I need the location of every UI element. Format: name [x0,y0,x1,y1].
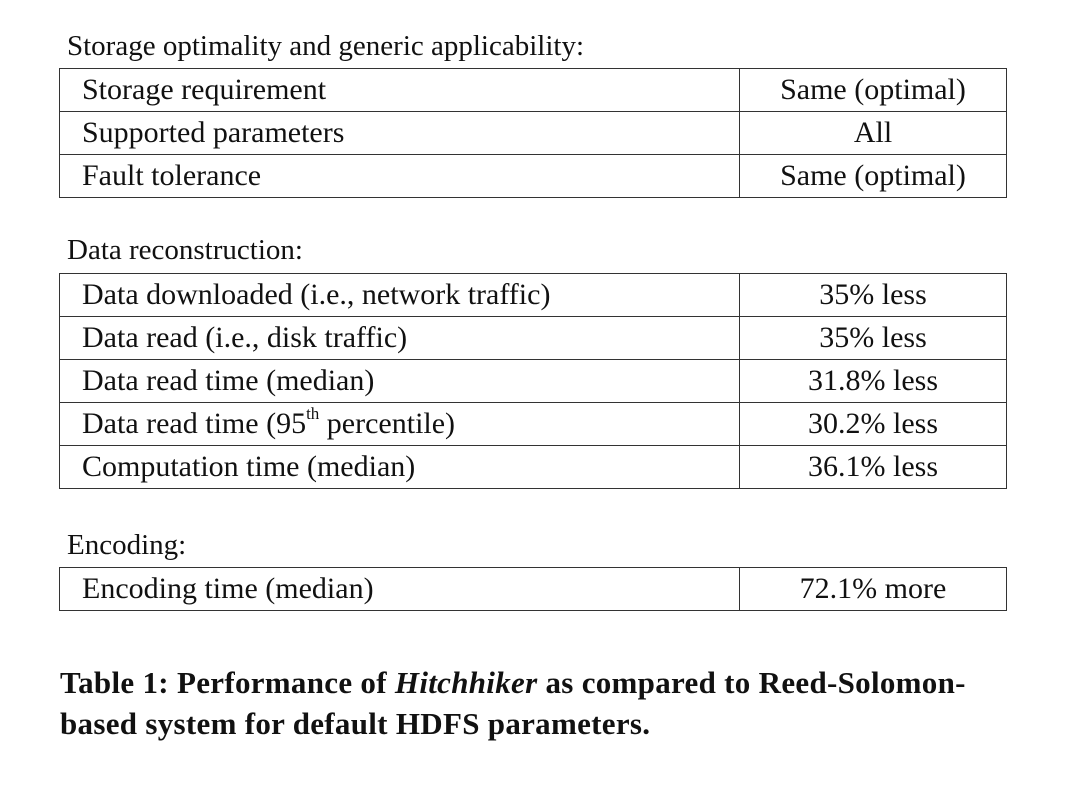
value-cell: Same (optimal) [739,154,1007,198]
metric-suffix: percentile) [319,407,456,440]
metric-cell: Fault tolerance [59,154,740,198]
table-row: Supported parameters All [59,111,1007,155]
caption-prefix: Table 1: Performance of [60,665,395,700]
section-title-storage: Storage optimality and generic applicabi… [67,30,585,62]
value-cell: All [739,111,1007,155]
table-row: Fault tolerance Same (optimal) [59,154,1007,198]
caption-emphasis: Hitchhiker [394,665,538,700]
table-row: Data read time (95th percentile) 30.2% le… [59,402,1007,446]
value-cell: 35% less [739,316,1007,360]
value-cell: 36.1% less [739,445,1007,489]
value-cell: 72.1% more [739,567,1007,611]
value-cell: 35% less [739,273,1007,317]
metric-cell: Computation time (median) [59,445,740,489]
table-row: Data read (i.e., disk traffic) 35% less [59,316,1007,360]
reconstruction-table: Data downloaded (i.e., network traffic) 3… [59,273,1007,489]
metric-cell: Data read time (median) [59,359,740,403]
value-cell: Same (optimal) [739,68,1007,112]
table-row: Encoding time (median) 72.1% more [59,567,1007,611]
metric-cell: Data downloaded (i.e., network traffic) [59,273,740,317]
encoding-table: Encoding time (median) 72.1% more [59,567,1007,611]
section-title-encoding: Encoding: [67,529,187,561]
metric-cell: Storage requirement [59,68,740,112]
storage-table: Storage requirement Same (optimal) Suppor… [59,68,1007,198]
table-row: Data read time (median) 31.8% less [59,359,1007,403]
metric-cell: Data read time (95th percentile) [59,402,740,446]
table-caption: Table 1: Performance of Hitchhiker as co… [60,662,1020,744]
metric-cell: Data read (i.e., disk traffic) [59,316,740,360]
section-title-reconstruction: Data reconstruction: [67,234,303,266]
metric-cell: Supported parameters [59,111,740,155]
value-cell: 31.8% less [739,359,1007,403]
table-row: Storage requirement Same (optimal) [59,68,1007,112]
metric-text: Data read time (95 [82,407,307,440]
value-cell: 30.2% less [739,402,1007,446]
table-row: Computation time (median) 36.1% less [59,445,1007,489]
caption-suffix: as compared to Reed-Solomon-based system… [60,665,966,741]
metric-cell: Encoding time (median) [59,567,740,611]
table-row: Data downloaded (i.e., network traffic) 3… [59,273,1007,317]
superscript: th [306,404,320,423]
